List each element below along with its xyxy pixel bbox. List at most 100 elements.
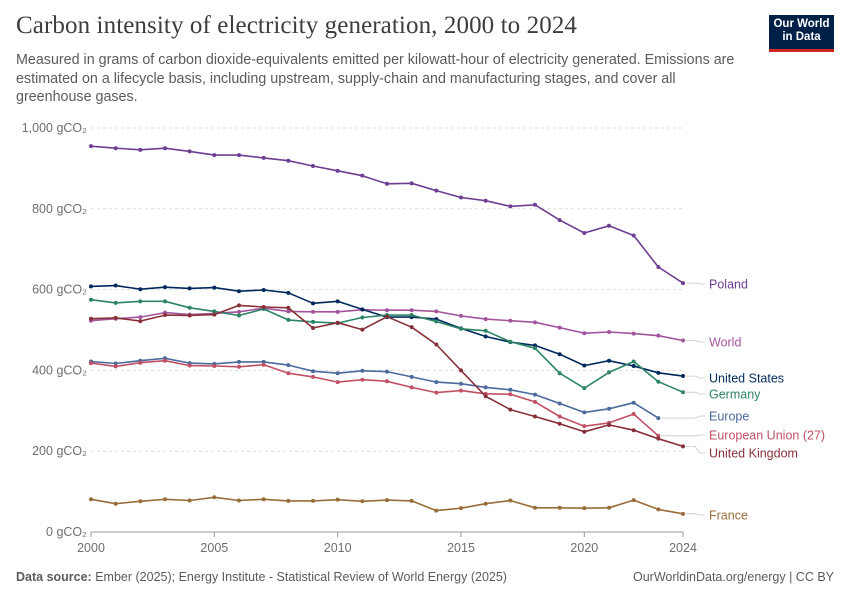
data-point[interactable] <box>681 281 685 286</box>
data-point[interactable] <box>533 505 537 510</box>
data-point[interactable] <box>607 223 611 228</box>
data-point[interactable] <box>187 305 192 310</box>
data-point[interactable] <box>212 309 217 314</box>
data-point[interactable] <box>434 319 439 324</box>
data-point[interactable] <box>261 362 266 367</box>
data-point[interactable] <box>409 385 414 390</box>
data-point[interactable] <box>138 287 143 292</box>
data-point[interactable] <box>681 338 685 343</box>
data-point[interactable] <box>508 204 513 209</box>
data-point[interactable] <box>187 286 192 291</box>
data-point[interactable] <box>286 317 291 322</box>
series-france[interactable] <box>89 495 685 516</box>
data-point[interactable] <box>89 284 93 289</box>
data-point[interactable] <box>409 325 414 330</box>
data-point[interactable] <box>113 501 118 506</box>
data-point[interactable] <box>409 374 414 379</box>
data-point[interactable] <box>237 289 241 294</box>
data-point[interactable] <box>656 507 661 512</box>
data-point[interactable] <box>409 313 414 318</box>
data-point[interactable] <box>187 313 192 318</box>
data-point[interactable] <box>508 392 513 397</box>
data-point[interactable] <box>311 301 315 306</box>
data-point[interactable] <box>582 506 587 511</box>
data-point[interactable] <box>311 374 315 379</box>
data-point[interactable] <box>138 319 143 324</box>
data-point[interactable] <box>681 444 685 449</box>
series-label[interactable]: Germany <box>709 388 761 402</box>
data-point[interactable] <box>261 497 266 502</box>
data-point[interactable] <box>483 317 488 322</box>
data-point[interactable] <box>508 407 513 412</box>
data-point[interactable] <box>212 153 217 158</box>
data-point[interactable] <box>607 330 611 335</box>
data-point[interactable] <box>187 498 192 503</box>
data-point[interactable] <box>631 498 636 503</box>
data-point[interactable] <box>113 283 118 288</box>
data-point[interactable] <box>385 369 389 374</box>
series-label[interactable]: Poland <box>709 278 748 292</box>
data-point[interactable] <box>286 290 291 295</box>
data-point[interactable] <box>557 371 562 376</box>
series-europe[interactable] <box>89 356 661 421</box>
data-point[interactable] <box>582 331 587 336</box>
data-point[interactable] <box>113 315 118 320</box>
data-point[interactable] <box>434 390 439 395</box>
series-line[interactable] <box>90 145 684 284</box>
data-point[interactable] <box>360 377 365 382</box>
data-point[interactable] <box>311 163 315 168</box>
data-point[interactable] <box>533 346 537 351</box>
data-point[interactable] <box>261 359 266 364</box>
data-point[interactable] <box>360 499 365 504</box>
data-point[interactable] <box>483 328 488 333</box>
data-point[interactable] <box>212 363 217 368</box>
data-point[interactable] <box>311 498 315 503</box>
data-point[interactable] <box>360 368 365 373</box>
data-point[interactable] <box>656 433 661 438</box>
data-point[interactable] <box>656 379 661 384</box>
series-european-union-27[interactable] <box>89 358 661 438</box>
data-point[interactable] <box>237 313 241 318</box>
data-point[interactable] <box>113 146 118 151</box>
data-point[interactable] <box>656 416 661 421</box>
data-point[interactable] <box>557 414 562 419</box>
data-point[interactable] <box>631 400 636 405</box>
data-point[interactable] <box>89 316 93 321</box>
data-point[interactable] <box>113 361 118 366</box>
data-point[interactable] <box>261 304 266 309</box>
series-united-kingdom[interactable] <box>89 303 685 449</box>
data-point[interactable] <box>163 497 167 502</box>
data-point[interactable] <box>212 312 217 317</box>
data-point[interactable] <box>483 501 488 506</box>
data-point[interactable] <box>533 202 537 207</box>
data-point[interactable] <box>360 307 365 312</box>
data-point[interactable] <box>286 371 291 376</box>
data-point[interactable] <box>237 309 241 314</box>
data-point[interactable] <box>113 364 118 369</box>
data-point[interactable] <box>385 498 389 503</box>
series-line[interactable] <box>90 357 659 419</box>
data-point[interactable] <box>237 303 241 308</box>
data-point[interactable] <box>681 511 685 516</box>
data-point[interactable] <box>360 327 365 332</box>
data-point[interactable] <box>138 315 143 320</box>
data-point[interactable] <box>360 315 365 320</box>
data-point[interactable] <box>261 288 266 293</box>
data-point[interactable] <box>237 498 241 503</box>
data-point[interactable] <box>557 421 562 426</box>
data-point[interactable] <box>409 498 414 503</box>
data-point[interactable] <box>631 412 636 417</box>
data-point[interactable] <box>311 369 315 374</box>
data-point[interactable] <box>557 218 562 223</box>
data-point[interactable] <box>286 498 291 503</box>
data-point[interactable] <box>607 370 611 375</box>
data-point[interactable] <box>409 308 414 313</box>
data-point[interactable] <box>212 495 217 500</box>
data-point[interactable] <box>385 314 389 319</box>
data-point[interactable] <box>163 299 167 304</box>
data-point[interactable] <box>459 195 463 200</box>
data-point[interactable] <box>89 497 93 502</box>
data-point[interactable] <box>582 231 587 236</box>
data-point[interactable] <box>385 181 389 186</box>
data-point[interactable] <box>138 299 143 304</box>
